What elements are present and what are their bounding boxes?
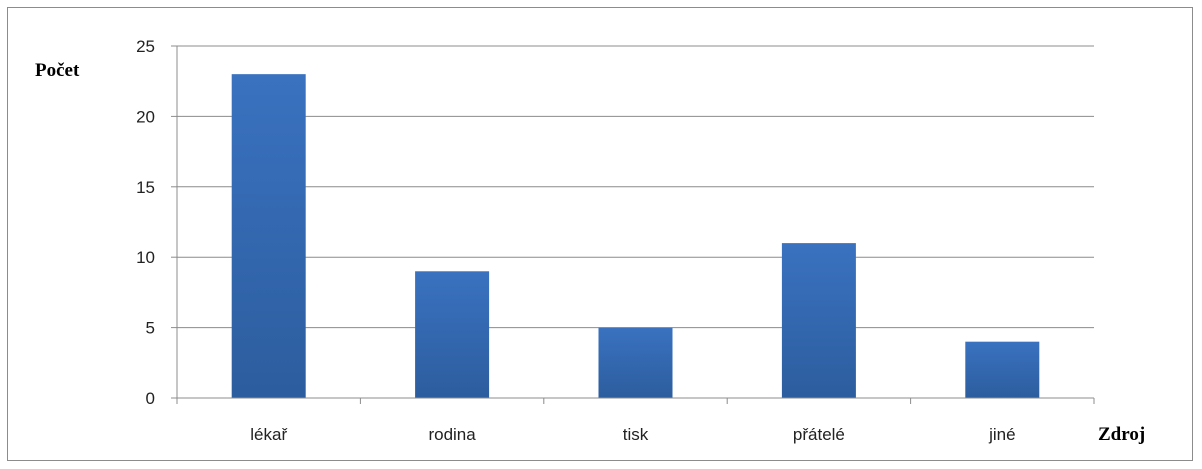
y-axis-title: Počet xyxy=(35,60,80,81)
y-tick-label: 25 xyxy=(136,37,155,56)
axes xyxy=(171,45,1095,404)
x-tick-label: rodina xyxy=(428,425,476,444)
bar xyxy=(965,341,1040,398)
bar xyxy=(415,271,490,398)
x-axis-title: Zdroj xyxy=(1098,424,1145,445)
x-tick-label: přátelé xyxy=(793,425,845,444)
bars xyxy=(231,74,1040,398)
bar xyxy=(231,74,306,398)
y-tick-label: 5 xyxy=(146,319,155,338)
x-tick-label: lékař xyxy=(250,425,287,444)
tick-labels: 0 5 10 15 20 25 lékař rodina tisk přátelé jiné xyxy=(136,37,1015,444)
gridlines xyxy=(177,45,1094,329)
y-tick-label: 10 xyxy=(136,248,155,267)
y-tick-label: 0 xyxy=(146,389,155,408)
bar xyxy=(781,243,856,398)
x-tick-label: tisk xyxy=(623,425,649,444)
y-tick-label: 20 xyxy=(136,107,155,126)
y-tick-label: 15 xyxy=(136,178,155,197)
x-tick-label: jiné xyxy=(988,425,1015,444)
bar xyxy=(598,327,673,398)
